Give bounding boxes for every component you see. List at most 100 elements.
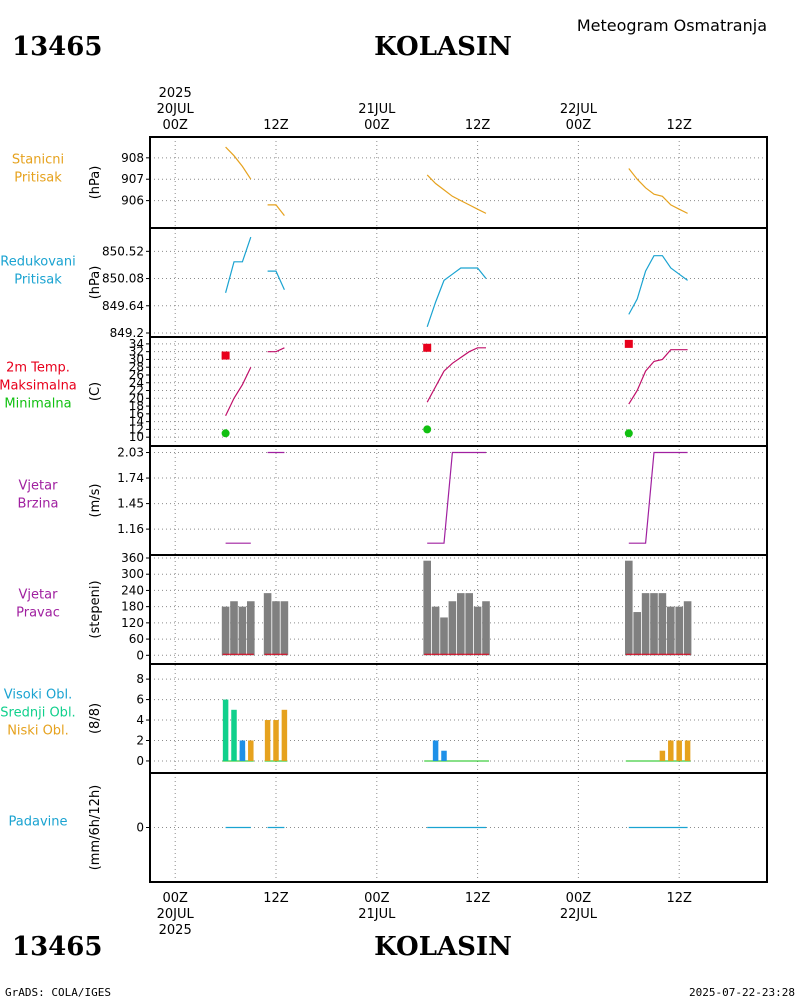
wind-direction-bar <box>465 593 473 656</box>
y-tick-label: 849.2 <box>110 326 144 340</box>
max-temp-point <box>624 339 633 348</box>
wind-direction-bar <box>230 601 238 656</box>
grid-layer <box>150 137 767 882</box>
y-tick-label: 240 <box>121 583 144 597</box>
panel-label: Vjetar <box>19 479 59 494</box>
frame-layer <box>146 136 768 883</box>
cloud-bar <box>684 740 691 761</box>
footer-credit: GrADS: COLA/IGES <box>5 986 111 999</box>
time-label-bottom: 20JUL <box>157 907 195 922</box>
panel-unit-label: (stepeni) <box>88 580 103 638</box>
time-label-bottom: 00Z <box>566 891 592 906</box>
wind-direction-bar <box>440 617 448 656</box>
y-tick-label: 4 <box>136 713 144 727</box>
min-temp-point <box>221 429 230 438</box>
footer-station-name: KOLASIN <box>374 932 512 962</box>
wind-direction-bar <box>473 606 482 656</box>
time-label-bottom: 00Z <box>364 891 390 906</box>
y-tick-label: 22 <box>129 384 144 398</box>
panel-label: Maksimalna <box>0 379 77 394</box>
panel-label: Niski Obl. <box>7 724 69 739</box>
panel-frame <box>149 445 768 556</box>
panel-unit-label: (hPa) <box>88 166 103 200</box>
time-label-top: 00Z <box>566 118 592 133</box>
time-label-top: 12Z <box>666 118 692 133</box>
wind-speed-series-line <box>628 451 688 544</box>
time-label-bottom: 2025 <box>159 923 192 938</box>
wind-speed-series-line <box>427 451 486 544</box>
y-tick-label: 12 <box>129 422 144 436</box>
station-pressure-series-line <box>426 174 487 214</box>
max-temp-point <box>221 351 230 360</box>
cloud-bar <box>668 740 674 761</box>
temperature-series-line <box>267 347 285 353</box>
panel-unit-label: (m/s) <box>88 484 103 518</box>
panel-label: Redukovani <box>0 255 75 270</box>
min-temp-point <box>423 425 432 434</box>
wind-direction-bar <box>263 593 272 656</box>
y-tick-label: 1.16 <box>117 522 144 536</box>
station-pressure-series-line <box>267 204 285 216</box>
time-label-bottom: 21JUL <box>358 907 396 922</box>
y-tick-label: 60 <box>129 632 144 646</box>
y-tick-label: 24 <box>129 376 144 390</box>
station-name: KOLASIN <box>374 32 512 62</box>
cloud-bar <box>432 740 439 761</box>
temperature-series-line <box>628 349 688 405</box>
panel-unit-label: (C) <box>88 382 103 401</box>
y-tick-label: 0 <box>136 648 144 662</box>
y-tick-label: 10 <box>129 430 144 444</box>
y-tick-label: 0 <box>136 754 144 768</box>
wind-direction-bar <box>448 601 457 656</box>
wind-direction-bar <box>683 601 692 656</box>
y-tick-label: 2.03 <box>117 446 144 460</box>
reduced-pressure-series-line <box>426 267 487 327</box>
time-label-bottom: 00Z <box>162 891 188 906</box>
time-label-bottom: 12Z <box>666 891 692 906</box>
wind-direction-bar <box>625 560 633 656</box>
panel-label: Brzina <box>18 497 59 512</box>
panel-unit-label: (hPa) <box>88 266 103 300</box>
y-tick-label: 6 <box>136 693 144 707</box>
y-tick-label: 300 <box>121 567 144 581</box>
station-pressure-series-line <box>225 146 252 180</box>
panel-label: Pritisak <box>14 273 62 288</box>
time-label-top: 2025 <box>159 86 192 101</box>
reduced-pressure-series-line <box>267 270 285 290</box>
time-label-top: 20JUL <box>157 102 195 117</box>
station-pressure-series-line <box>628 168 688 214</box>
panel-label: Minimalna <box>4 397 71 412</box>
y-tick-label: 850.08 <box>102 272 144 286</box>
temperature-series-line <box>426 347 486 403</box>
wind-direction-bar <box>650 593 658 656</box>
cloud-bar <box>239 740 246 761</box>
y-tick-label: 28 <box>129 360 144 374</box>
wind-direction-bar <box>482 601 490 656</box>
y-tick-label: 360 <box>121 551 144 565</box>
marks-layer <box>221 146 692 829</box>
panel-label: Srednji Obl. <box>0 706 75 721</box>
cloud-bar <box>281 709 288 761</box>
y-tick-label: 908 <box>121 151 144 165</box>
y-tick-label: 180 <box>121 600 144 614</box>
y-tick-label: 849.64 <box>102 299 144 313</box>
wind-direction-bar <box>675 606 683 656</box>
cloud-bar <box>248 740 254 761</box>
reduced-pressure-series-line <box>225 236 252 293</box>
y-tick-label: 16 <box>129 407 144 421</box>
time-label-bottom: 22JUL <box>560 907 598 922</box>
time-label-top: 00Z <box>162 118 188 133</box>
panel-label: Padavine <box>9 815 68 830</box>
panel-unit-label: (8/8) <box>88 703 103 734</box>
y-tick-label: 1.45 <box>117 497 144 511</box>
panel-frame <box>149 227 768 338</box>
meteogram-title: Meteogram Osmatranja <box>577 16 767 35</box>
time-label-top: 00Z <box>364 118 390 133</box>
wind-direction-bar <box>658 593 667 656</box>
footer-timestamp: 2025-07-22-23:28 <box>689 986 795 999</box>
footer-station-id: 13465 <box>12 932 102 962</box>
time-label-top: 12Z <box>465 118 491 133</box>
wind-direction-bar <box>221 606 230 656</box>
